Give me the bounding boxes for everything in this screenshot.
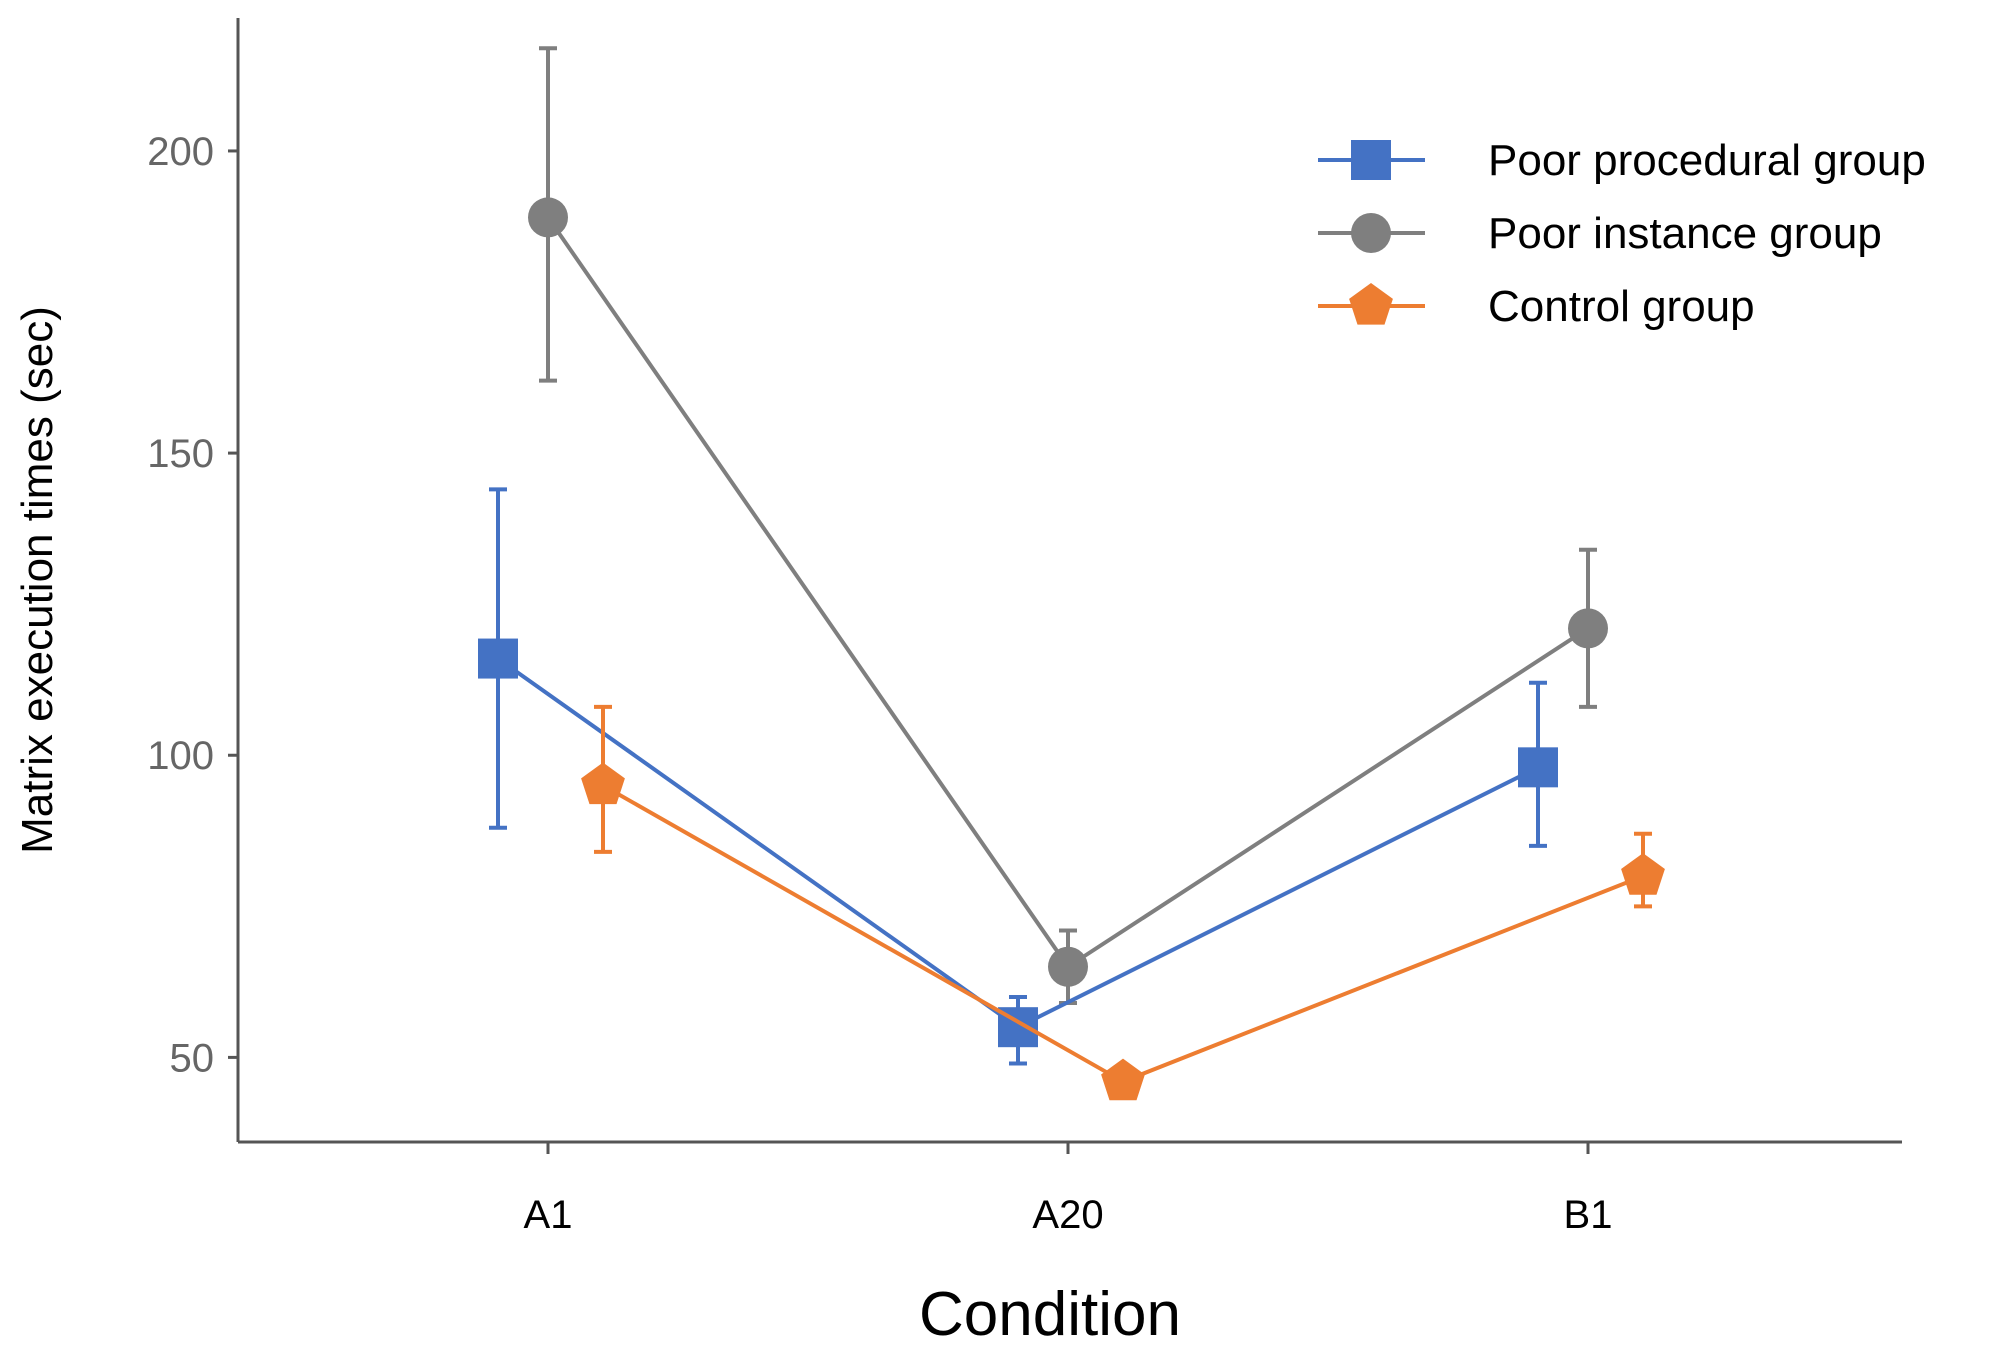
data-point: [1101, 1058, 1145, 1101]
y-tick-label: 50: [170, 1036, 215, 1080]
legend-marker: [1351, 213, 1391, 253]
series-line: [496, 656, 1539, 1030]
legend-item: Control group: [1318, 282, 1755, 331]
x-tick-label: A1: [524, 1193, 573, 1237]
legend-marker: [1351, 140, 1391, 180]
legend-label: Poor procedural group: [1488, 136, 1926, 185]
legend-marker: [1349, 283, 1393, 325]
y-tick-label: 150: [147, 432, 214, 476]
series-poor-procedural-group: [478, 487, 1558, 1066]
data-point: [478, 638, 518, 679]
x-ticks: A1 A20 B1: [524, 1142, 1613, 1237]
legend: Poor procedural group Poor instance group…: [1318, 136, 1926, 331]
y-tick-label: 200: [147, 130, 214, 174]
data-point: [528, 197, 568, 238]
series-layer: [478, 46, 1665, 1101]
data-point: [581, 762, 625, 805]
legend-item: Poor procedural group: [1318, 136, 1926, 185]
legend-label: Control group: [1488, 282, 1755, 331]
series-line: [546, 216, 1590, 969]
x-tick-label: B1: [1564, 1193, 1613, 1237]
legend-label: Poor instance group: [1488, 209, 1882, 258]
data-point: [1621, 853, 1665, 895]
legend-item: Poor instance group: [1318, 209, 1882, 258]
y-tick-label: 100: [147, 734, 214, 778]
data-point: [1518, 747, 1558, 788]
y-ticks: 50 100 150 200: [147, 130, 238, 1080]
series-control-group: [581, 704, 1665, 1101]
data-point: [1568, 608, 1608, 649]
data-point: [1048, 946, 1088, 987]
x-tick-label: A20: [1032, 1193, 1103, 1237]
x-axis-title: Condition: [919, 1280, 1181, 1349]
y-axis-title: Matrix execution times (sec): [13, 306, 62, 854]
series-poor-instance-group: [528, 46, 1608, 1006]
series-line: [602, 783, 1644, 1084]
plot-area: 50 100 150 200 A1 A20 B1: [147, 18, 1902, 1237]
